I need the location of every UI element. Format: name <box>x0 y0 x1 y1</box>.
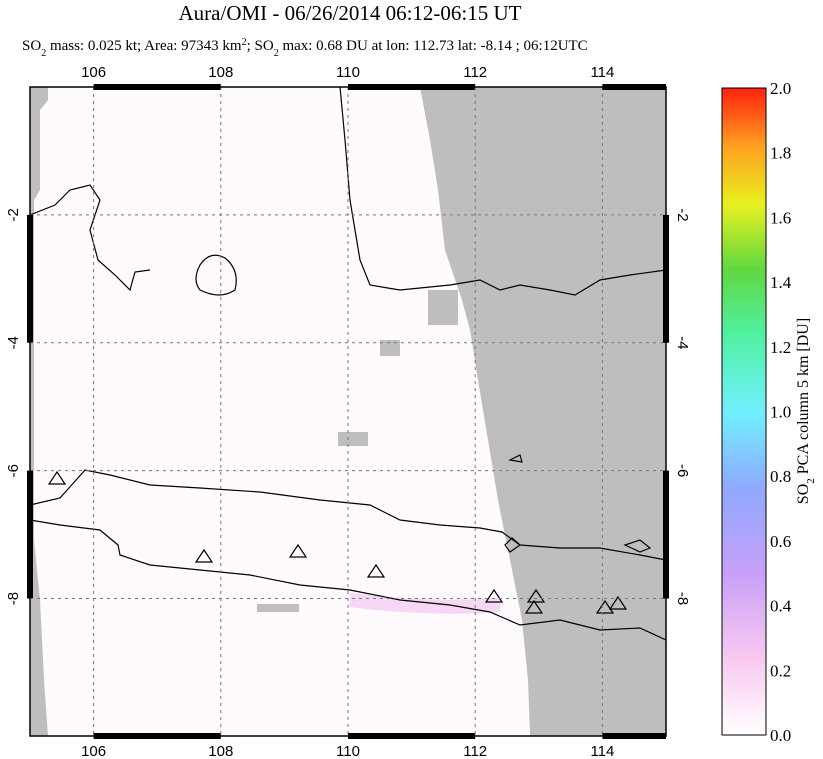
x-tick-label: 114 <box>590 743 614 759</box>
x-tick-label: 108 <box>208 743 233 759</box>
colorbar-tick-label: 0.8 <box>770 467 791 486</box>
y-tick-label: -2 <box>674 208 691 221</box>
y-tick-label: -2 <box>5 208 22 221</box>
colorbar-tick-label: 2.0 <box>770 79 791 98</box>
y-tick-label: -4 <box>674 336 691 349</box>
colorbar-tick-label: 1.2 <box>770 338 791 357</box>
volcanoes <box>47 470 628 614</box>
colorbar-tick-label: 0.0 <box>770 726 791 745</box>
no-data <box>30 87 48 736</box>
subtitle: SO2 mass: 0.025 kt; Area: 97343 km2; SO2… <box>22 37 588 59</box>
colorbar-tick-label: 1.4 <box>770 273 792 292</box>
y-tick-label: -6 <box>5 464 22 477</box>
x-tick-label: 106 <box>81 743 106 759</box>
colorbar-tick-label: 1.6 <box>770 208 791 227</box>
colorbar <box>721 87 767 736</box>
x-tick-label: 110 <box>336 64 360 81</box>
colorbar-tick-label: 0.4 <box>770 597 792 616</box>
x-tick-label: 112 <box>463 64 487 81</box>
x-tick-label: 110 <box>336 743 360 759</box>
y-tick-label: -8 <box>5 592 22 605</box>
colorbar-tick-label: 1.8 <box>770 144 791 163</box>
colorbar-tick-label: 0.6 <box>770 532 791 551</box>
y-tick-label: -8 <box>674 592 691 605</box>
y-tick-label: -4 <box>5 336 22 349</box>
x-tick-label: 108 <box>208 64 233 81</box>
x-tick-label: 114 <box>590 64 614 81</box>
colorbar-tick-label: 0.2 <box>770 661 791 680</box>
no-data <box>420 87 666 736</box>
y-tick-label: -6 <box>674 464 691 477</box>
x-tick-label: 112 <box>463 743 487 759</box>
x-tick-label: 106 <box>81 64 106 81</box>
colorbar-tick-label: 1.0 <box>770 403 791 422</box>
coastlines <box>30 87 666 641</box>
title: Aura/OMI - 06/26/2014 06:12-06:15 UT <box>179 1 522 25</box>
colorbar-label: SO2 PCA column 5 km [DU] <box>795 318 817 504</box>
